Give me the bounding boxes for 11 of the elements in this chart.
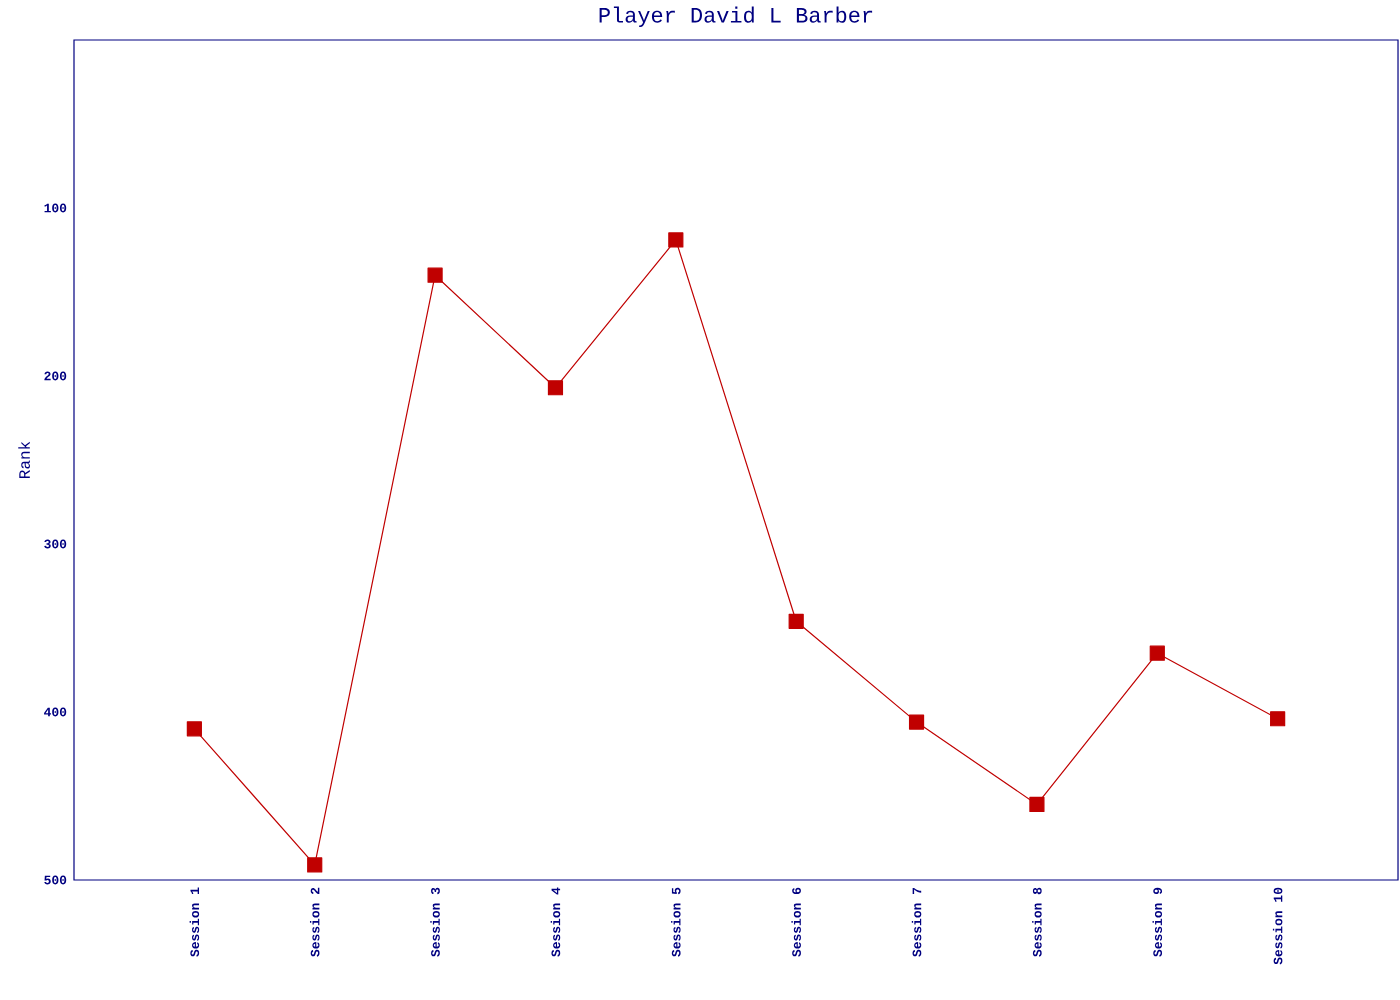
point: [668, 232, 684, 248]
point: [1029, 796, 1045, 813]
point: [307, 857, 323, 873]
point: [186, 721, 202, 737]
chart-title: Player David L Barber: [599, 6, 873, 27]
point: [908, 714, 925, 730]
point: [788, 613, 804, 629]
point: [427, 267, 443, 283]
point: [1149, 645, 1165, 661]
point: [1270, 711, 1286, 727]
point: [547, 380, 564, 396]
